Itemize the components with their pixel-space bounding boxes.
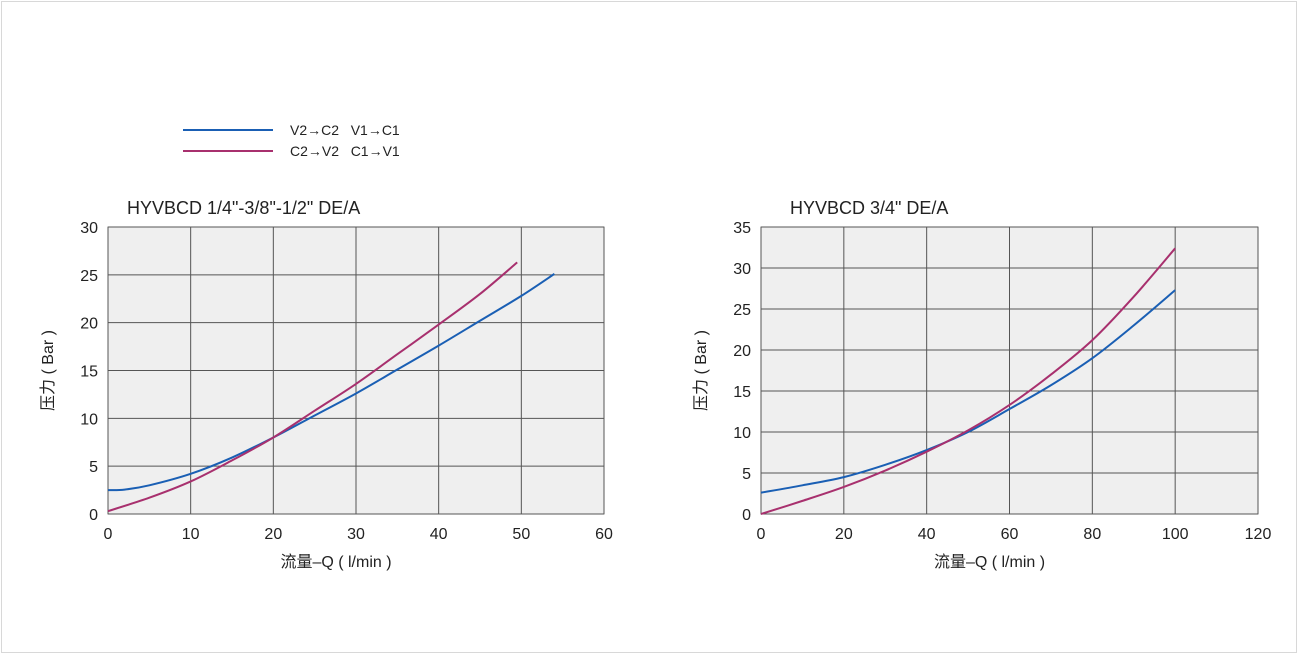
x-axis-label: 流量–Q ( l/min ) bbox=[934, 553, 1045, 571]
y-tick-label: 25 bbox=[80, 268, 98, 285]
y-tick-label: 15 bbox=[80, 364, 98, 381]
y-tick-label: 20 bbox=[733, 343, 751, 360]
series-line-c-to-v bbox=[107, 261, 518, 513]
y-tick-label: 35 bbox=[733, 220, 751, 237]
chart-title: HYVBCD 1/4"-3/8"-1/2" DE/A bbox=[127, 198, 360, 218]
series-line-c-to-v bbox=[760, 247, 1176, 515]
x-tick-label: 40 bbox=[918, 526, 936, 543]
y-tick-label: 25 bbox=[733, 302, 751, 319]
legend-label-0: V2→C2 V1→C1 bbox=[290, 122, 400, 138]
y-tick-label: 10 bbox=[733, 425, 751, 442]
x-tick-label: 120 bbox=[1245, 526, 1272, 543]
x-axis-label: 流量–Q ( l/min ) bbox=[280, 553, 391, 571]
x-tick-label: 0 bbox=[757, 526, 766, 543]
y-tick-label: 0 bbox=[742, 507, 751, 524]
x-tick-label: 60 bbox=[595, 526, 613, 543]
x-tick-label: 60 bbox=[1001, 526, 1019, 543]
legend-label-1: C2→V2 C1→V1 bbox=[290, 143, 400, 159]
y-tick-label: 10 bbox=[80, 411, 98, 428]
x-tick-label: 20 bbox=[835, 526, 853, 543]
x-tick-label: 100 bbox=[1162, 526, 1189, 543]
y-tick-label: 5 bbox=[742, 466, 751, 483]
y-tick-label: 30 bbox=[733, 261, 751, 278]
series-line-v-to-c bbox=[107, 273, 555, 492]
x-tick-label: 50 bbox=[512, 526, 530, 543]
x-tick-label: 80 bbox=[1083, 526, 1101, 543]
chart-right: 0 20 40 60 80 100 120 0 5 10 15 20 25 30 35 HYVBCD 3/4"… bbox=[692, 198, 1271, 571]
chart-title: HYVBCD 3/4" DE/A bbox=[790, 198, 948, 218]
y-tick-label: 0 bbox=[89, 507, 98, 524]
x-tick-label: 0 bbox=[104, 526, 113, 543]
y-tick-label: 5 bbox=[89, 459, 98, 476]
y-axis-label: 压力 ( Bar ) bbox=[692, 330, 710, 411]
chart-left: 0 10 20 30 40 50 60 0 5 10 15 20 25 30 HYVBCD 1/4"-3/8… bbox=[39, 198, 613, 571]
y-axis-label: 压力 ( Bar ) bbox=[39, 330, 57, 411]
y-tick-label: 20 bbox=[80, 316, 98, 333]
x-tick-label: 20 bbox=[264, 526, 282, 543]
x-tick-label: 40 bbox=[430, 526, 448, 543]
legend: V2→C2 V1→C1 C2→V2 C1→V1 bbox=[183, 122, 400, 159]
x-tick-label: 10 bbox=[182, 526, 200, 543]
x-tick-label: 30 bbox=[347, 526, 365, 543]
y-tick-label: 30 bbox=[80, 220, 98, 237]
y-tick-label: 15 bbox=[733, 384, 751, 401]
series-line-v-to-c bbox=[760, 289, 1176, 494]
